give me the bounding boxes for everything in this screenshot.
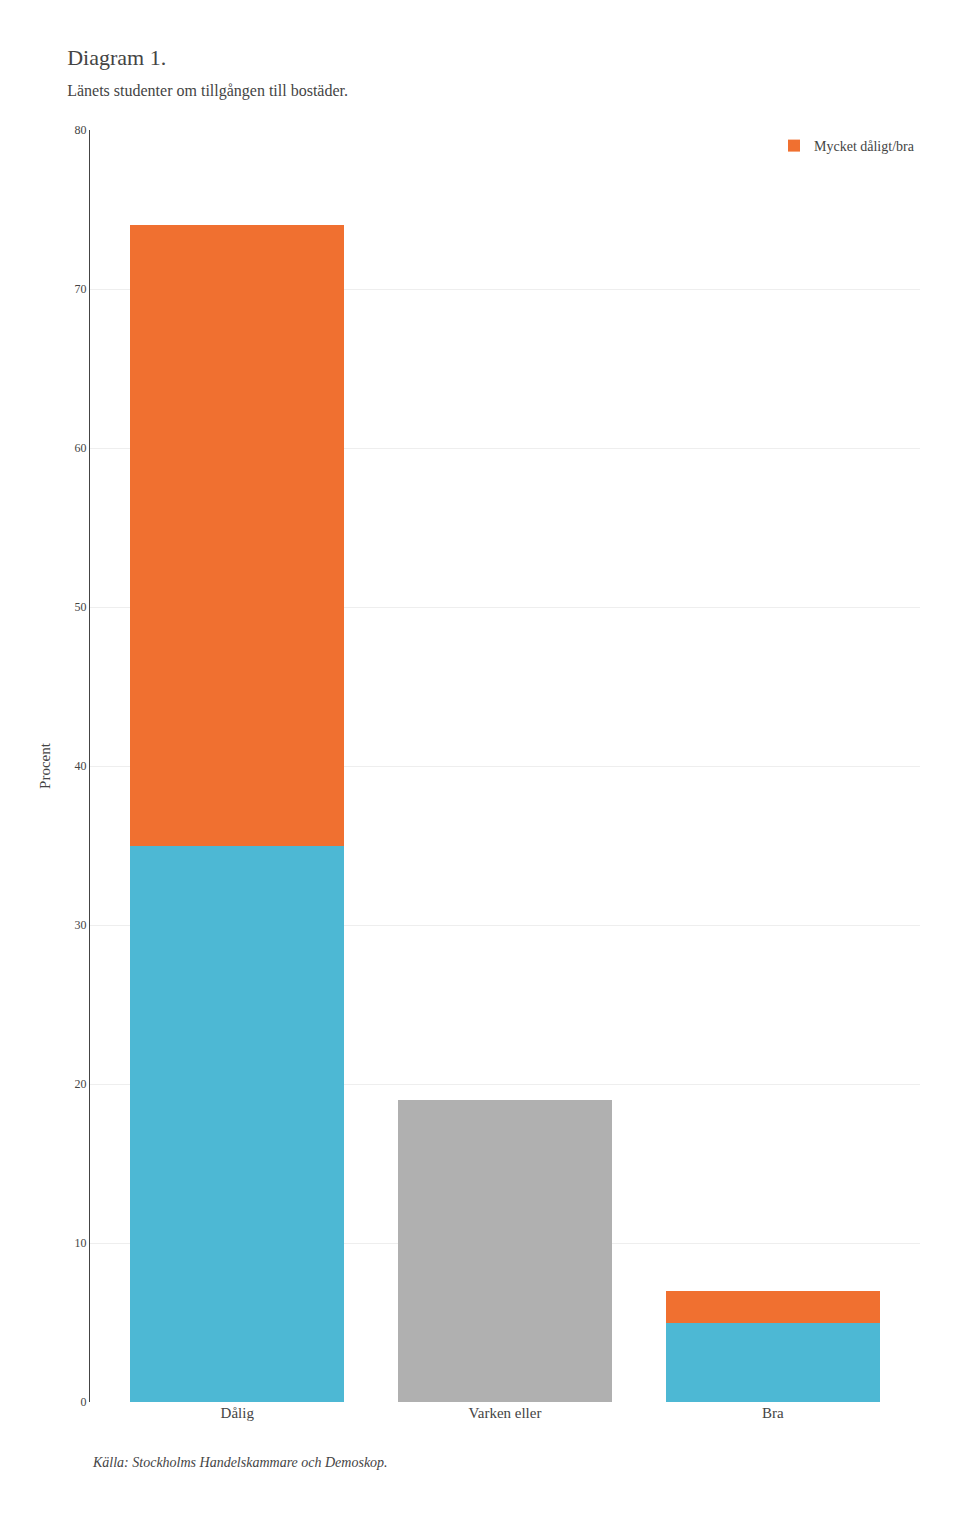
svg-text:20: 20 [75,1077,87,1091]
svg-text:10: 10 [75,1236,87,1250]
svg-text:Källa: Stockholms Handelskamma: Källa: Stockholms Handelskammare och Dem… [92,1455,388,1470]
svg-text:Länets studenter om tillgången: Länets studenter om tillgången till bost… [67,82,348,100]
svg-text:40: 40 [75,759,87,773]
svg-text:Bra: Bra [762,1405,784,1421]
svg-text:Mycket dåligt/bra: Mycket dåligt/bra [814,139,915,154]
svg-text:60: 60 [75,441,87,455]
svg-text:Varken eller: Varken eller [469,1405,542,1421]
svg-text:70: 70 [75,282,87,296]
svg-text:30: 30 [75,918,87,932]
svg-text:Diagram 1.: Diagram 1. [67,45,166,70]
svg-text:Dålig: Dålig [221,1405,255,1421]
svg-text:80: 80 [75,123,87,137]
svg-text:Procent: Procent [37,742,53,789]
svg-text:50: 50 [75,600,87,614]
svg-text:0: 0 [81,1395,87,1409]
